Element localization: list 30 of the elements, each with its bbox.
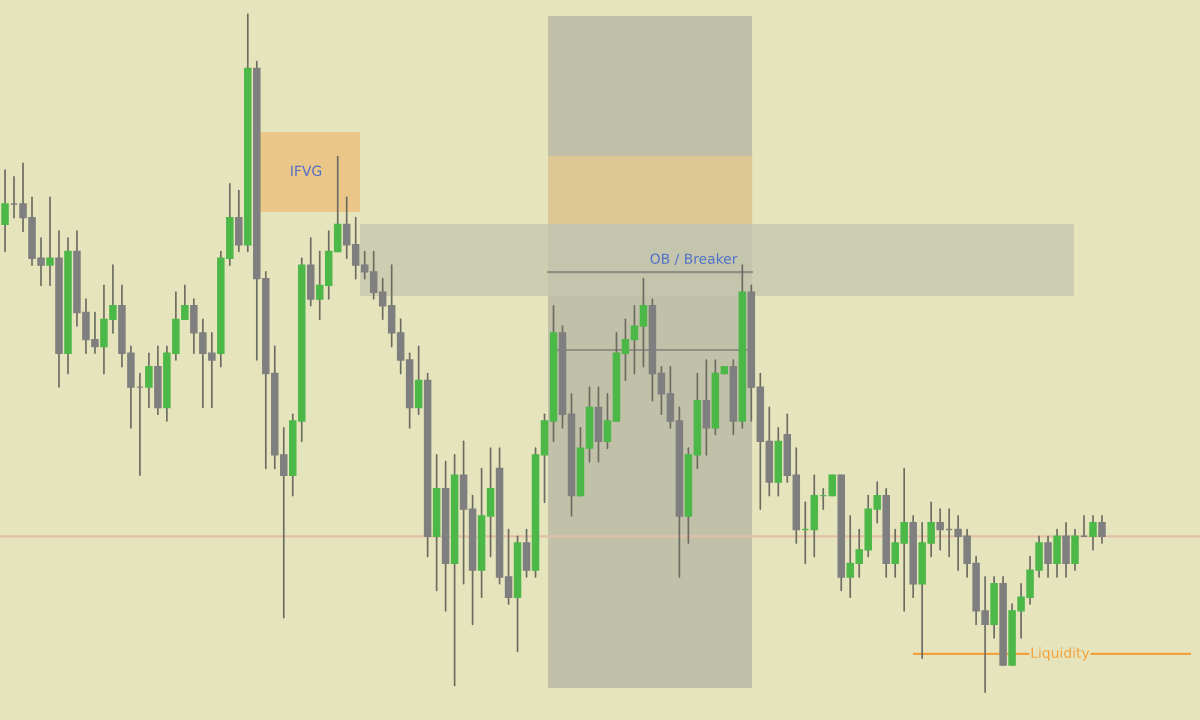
candlestick <box>1071 528 1079 572</box>
candlestick <box>702 359 711 456</box>
candlestick <box>235 189 243 253</box>
candlestick <box>1062 521 1070 578</box>
candlestick <box>828 474 837 497</box>
candlestick <box>145 352 153 409</box>
candlestick <box>154 345 162 416</box>
candlestick <box>306 237 315 307</box>
candlestick <box>414 345 423 416</box>
candlestick <box>342 196 351 260</box>
candlestick <box>522 528 531 578</box>
candlestick <box>810 474 819 558</box>
candlestick <box>1053 528 1061 578</box>
candlestick <box>324 230 333 300</box>
candlestick <box>369 250 378 300</box>
candlestick <box>459 440 468 585</box>
candlestick <box>315 250 324 321</box>
candlestick <box>432 454 441 592</box>
candlestick <box>594 386 603 463</box>
candlestick <box>1098 515 1106 544</box>
candlestick <box>1044 535 1052 578</box>
candlestick <box>630 304 639 375</box>
candlestick <box>774 426 783 497</box>
candlestick <box>639 277 648 368</box>
candlestick <box>1 169 9 253</box>
candlestick <box>351 216 360 280</box>
candlestick <box>990 576 998 639</box>
candlestick <box>46 196 54 287</box>
candlestick <box>936 508 944 551</box>
candlestick <box>1089 515 1097 551</box>
